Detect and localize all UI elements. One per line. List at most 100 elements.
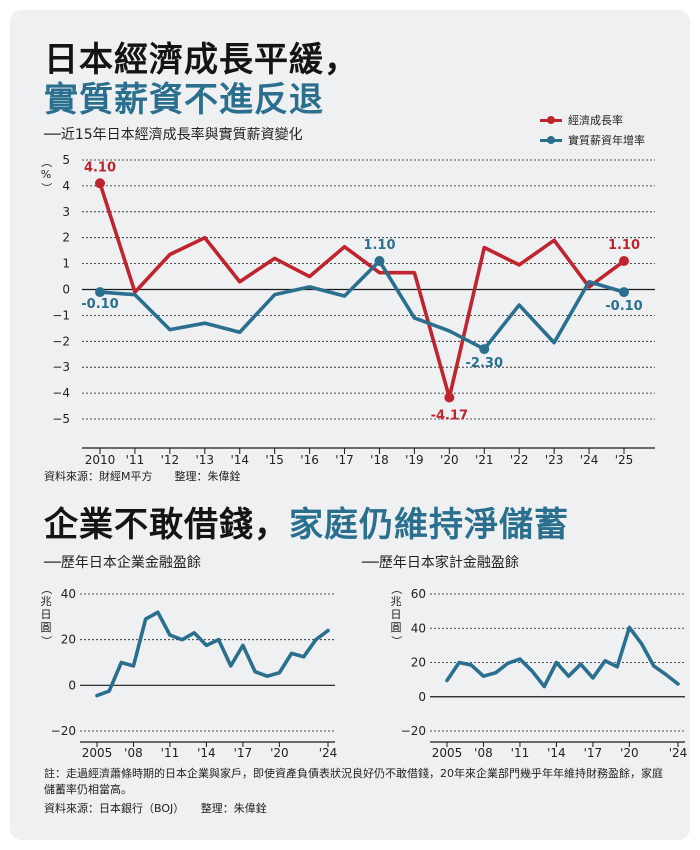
y-tick-label: −20 (401, 724, 426, 738)
y-tick-label: 20 (61, 633, 76, 647)
data-label: 1.10 (363, 238, 395, 253)
series-wage-line (98, 259, 626, 351)
x-tick-label: '11 (511, 746, 530, 760)
y-tick-label: 1 (62, 257, 70, 271)
y-axis-label-char: 兆 (41, 595, 52, 608)
x-tick-label: '12 (161, 453, 180, 467)
x-tick-label: '17 (335, 453, 354, 467)
x-tick-label: '20 (270, 746, 289, 760)
chart1-subtitle: ──近15年日本經濟成長率與實質薪資變化 (44, 127, 303, 143)
y-tick-label: 2 (62, 231, 70, 245)
y-axis-label-char: 圓 (41, 621, 52, 634)
data-label: -0.10 (81, 297, 118, 312)
data-label: 4.10 (84, 160, 116, 175)
chart-gdp-wage: 5 4 3 2 1 0 −1 −2 −3 −4 −5 （% ） 2010 '11 '12 '13 '14 '15 '1… (40, 153, 655, 467)
x-tick-label: 2005 (432, 746, 463, 760)
annotated-point (479, 344, 490, 355)
chart3-subtitle: ──歷年日本家計金融盈餘 (362, 555, 519, 571)
legend-label-wage: 實質薪資年增率 (568, 134, 645, 147)
chart-corporate-surplus: 40 20 0 −20 （兆日圓 ） 2005 '08 '11 '14 '17 '20 '24 (40, 584, 338, 761)
infographic-card (10, 10, 690, 840)
headline-line2: 實質薪資不進反退 (44, 80, 324, 120)
source-top: 資料來源：財經M平方 整理：朱偉銓 (44, 470, 241, 483)
y-tick-label: −5 (52, 412, 70, 426)
x-tick-label: '14 (230, 453, 249, 467)
y-axis-label-char: ） (40, 183, 53, 194)
x-tick-label: '15 (265, 453, 284, 467)
y-tick-label: 40 (411, 621, 426, 635)
data-label: 1.10 (608, 238, 640, 253)
y-axis-label-char: （ (40, 584, 53, 595)
y-axis-label-char: （ (390, 584, 403, 595)
annotated-point (619, 256, 629, 267)
x-tick-label: '08 (474, 746, 493, 760)
x-tick-label: '18 (370, 453, 389, 467)
headline-bottom-part1: 企業不敢借錢， (44, 505, 289, 545)
y-tick-label: 40 (61, 587, 76, 601)
annotated-point (444, 392, 455, 403)
y-axis-label-char: 圓 (391, 621, 402, 634)
x-tick-label: '17 (234, 746, 253, 760)
data-label: -4.17 (431, 409, 468, 424)
x-tick-label: '24 (669, 746, 688, 760)
x-tick-label: '23 (545, 453, 564, 467)
x-tick-label: '20 (620, 746, 639, 760)
x-tick-label: '21 (475, 453, 494, 467)
y-tick-label: −3 (52, 360, 70, 374)
chart2-subtitle: ──歷年日本企業金融盈餘 (44, 555, 201, 571)
data-label: -2.30 (466, 356, 503, 371)
x-tick-label: '22 (510, 453, 529, 467)
legend-red-dot (547, 116, 555, 124)
y-axis-label-char: 兆 (391, 595, 402, 608)
x-tick-label: '08 (124, 746, 143, 760)
series-gdp-line (98, 181, 626, 400)
chart1-legend: 經濟成長率 實質薪資年增率 (540, 110, 645, 150)
y-axis-label-char: 日 (391, 608, 402, 621)
legend-item-wage: 實質薪資年增率 (540, 130, 645, 150)
y-tick-label: 0 (62, 283, 70, 297)
annotated-point (374, 256, 385, 267)
x-tick-label: 2005 (82, 746, 113, 760)
y-tick-label: 3 (62, 205, 70, 219)
y-axis-label-char: % (41, 168, 51, 181)
headline-line1: 日本經濟成長平緩， (44, 40, 359, 80)
footnote: 註：走過經濟蕭條時期的日本企業與家戶，即使資產負債表狀況良好仍不敢借錢，20年來… (44, 767, 663, 796)
y-tick-label: 0 (68, 678, 76, 692)
y-tick-label: 4 (62, 179, 70, 193)
y-axis-label-char: （ (40, 157, 53, 168)
y-axis-label-char: 日 (41, 608, 52, 621)
y-tick-label: 60 (411, 587, 426, 601)
source-bottom: 資料來源：日本銀行（BOJ） 整理：朱偉銓 (44, 802, 267, 815)
legend-item-gdp: 經濟成長率 (540, 110, 645, 130)
annotated-point (619, 287, 629, 298)
headline-bottom: 企業不敢借錢，家庭仍維持淨儲蓄 (44, 505, 569, 545)
x-tick-label: '11 (126, 453, 145, 467)
x-tick-label: '14 (197, 746, 216, 760)
y-axis-label-char: ） (390, 636, 403, 647)
x-tick-label: '25 (615, 453, 634, 467)
chart-household-surplus: 60 40 20 0 −20 （兆日圓 ） 2005 '08 '11 '14 '17 '20 '24 (390, 584, 688, 761)
y-tick-label: 0 (418, 690, 426, 704)
annotated-point (95, 287, 105, 298)
headline-bottom-part2: 家庭仍維持淨儲蓄 (289, 505, 569, 545)
y-axis-label-char: ） (40, 636, 53, 647)
y-tick-label: −20 (51, 724, 76, 738)
series-line (445, 625, 680, 689)
y-tick-label: 20 (411, 656, 426, 670)
annotated-point (95, 178, 105, 189)
y-tick-label: 5 (62, 153, 70, 167)
x-tick-label: '16 (300, 453, 319, 467)
x-tick-label: '11 (161, 746, 180, 760)
y-tick-label: −2 (52, 334, 70, 348)
y-tick-label: −4 (52, 386, 70, 400)
x-tick-label: '13 (196, 453, 215, 467)
x-tick-label: '20 (440, 453, 459, 467)
legend-blue-dot (547, 136, 555, 144)
x-tick-label: '24 (319, 746, 338, 760)
series-line (95, 610, 330, 698)
x-tick-label: '24 (580, 453, 599, 467)
y-tick-label: −1 (52, 308, 70, 322)
data-label: -0.10 (605, 299, 642, 314)
x-tick-label: '19 (405, 453, 424, 467)
x-tick-label: '14 (547, 746, 566, 760)
